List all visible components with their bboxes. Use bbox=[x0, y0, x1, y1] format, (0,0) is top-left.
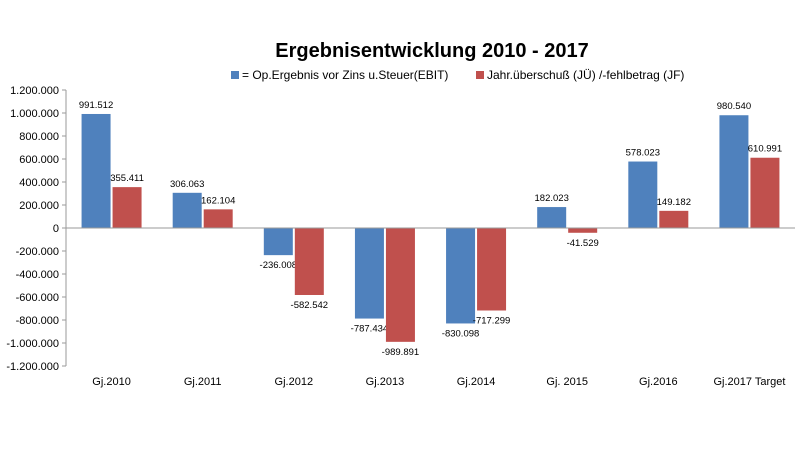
bar-jahresueberschuss-0 bbox=[112, 187, 142, 228]
y-tick-label: -600.000 bbox=[16, 292, 59, 304]
bar-ebit-0 bbox=[81, 113, 111, 228]
x-tick-label: Gj.2017 Target bbox=[713, 376, 785, 388]
data-label-jahresueberschuss-1: 162.104 bbox=[201, 195, 235, 206]
y-tick-label: 400.000 bbox=[19, 177, 59, 189]
x-tick-label: Gj. 2015 bbox=[546, 376, 588, 388]
data-label-jahresueberschuss-3: -989.891 bbox=[382, 347, 420, 358]
data-label-jahresueberschuss-2: -582.542 bbox=[291, 300, 329, 311]
x-tick-label: Gj.2013 bbox=[366, 376, 405, 388]
x-tick-label: Gj.2012 bbox=[275, 376, 314, 388]
y-tick-label: 200.000 bbox=[19, 200, 59, 212]
bar-jahresueberschuss-2 bbox=[294, 228, 324, 295]
y-tick-label: 600.000 bbox=[19, 154, 59, 166]
x-tick-label: Gj.2011 bbox=[184, 376, 222, 388]
bar-jahresueberschuss-4 bbox=[477, 228, 507, 311]
data-label-jahresueberschuss-7: 610.991 bbox=[748, 144, 782, 155]
y-tick-label: -200.000 bbox=[16, 246, 59, 258]
x-axis: Gj.2010 Gj.2011 Gj.2012 Gj.2013 Gj.2014 Gj. 2… bbox=[92, 376, 785, 388]
x-tick-label: Gj.2014 bbox=[457, 376, 496, 388]
bar-jahresueberschuss-5 bbox=[568, 228, 598, 233]
x-tick-label: Gj.2016 bbox=[639, 376, 678, 388]
data-label-ebit-0: 991.512 bbox=[79, 100, 113, 111]
y-tick-label: 800.000 bbox=[19, 131, 59, 143]
bar-ebit-7 bbox=[719, 115, 749, 228]
chart-title: Ergebnisentwicklung 2010 - 2017 bbox=[275, 40, 588, 62]
bar-jahresueberschuss-3 bbox=[385, 228, 415, 342]
bar-jahresueberschuss-7 bbox=[750, 157, 780, 228]
data-label-jahresueberschuss-6: 149.182 bbox=[657, 197, 691, 208]
legend-swatch-ebit bbox=[231, 71, 239, 79]
bar-ebit-3 bbox=[354, 228, 384, 319]
y-tick-label: 1.200.000 bbox=[10, 85, 59, 97]
y-tick-label: -1.200.000 bbox=[6, 361, 59, 373]
bar-jahresueberschuss-1 bbox=[203, 209, 233, 228]
bar-ebit-1 bbox=[172, 192, 202, 228]
y-tick-label: -1.000.000 bbox=[6, 338, 59, 350]
data-label-jahresueberschuss-5: -41.529 bbox=[567, 238, 599, 249]
bar-ebit-4 bbox=[446, 228, 476, 324]
y-tick-label: -400.000 bbox=[16, 269, 59, 281]
legend-label-ebit: = Op.Ergebnis vor Zins u.Steuer(EBIT) bbox=[242, 68, 448, 82]
y-axis: 1.200.000 1.000.000 800.000 600.000 400.000 2… bbox=[6, 85, 66, 373]
data-label-jahresueberschuss-4: -717.299 bbox=[473, 315, 511, 326]
data-label-ebit-5: 182.023 bbox=[535, 193, 569, 204]
bar-jahresueberschuss-6 bbox=[659, 210, 689, 228]
data-label-ebit-1: 306.063 bbox=[170, 179, 204, 190]
bar-ebit-5 bbox=[537, 207, 567, 228]
y-tick-label: 1.000.000 bbox=[10, 108, 59, 120]
y-tick-label: -800.000 bbox=[16, 315, 59, 327]
data-label-ebit-3: -787.434 bbox=[351, 324, 389, 335]
data-label-jahresueberschuss-0: 355.411 bbox=[110, 173, 144, 184]
bars: 991.512 355.411 306.063 162.104 -236.008 -582… bbox=[79, 100, 782, 358]
x-tick-label: Gj.2010 bbox=[92, 376, 131, 388]
data-label-ebit-6: 578.023 bbox=[626, 148, 660, 159]
legend-swatch-jahresueberschuss bbox=[476, 71, 484, 79]
legend: = Op.Ergebnis vor Zins u.Steuer(EBIT) Ja… bbox=[231, 68, 684, 82]
legend-label-jahresueberschuss: Jahr.überschuß (JÜ) /-fehlbetrag (JF) bbox=[487, 68, 684, 82]
bar-ebit-2 bbox=[263, 228, 293, 256]
data-label-ebit-4: -830.098 bbox=[442, 328, 480, 339]
data-label-ebit-7: 980.540 bbox=[717, 101, 751, 112]
y-tick-label: 0 bbox=[53, 223, 59, 235]
data-label-ebit-2: -236.008 bbox=[260, 260, 298, 271]
bar-ebit-6 bbox=[628, 161, 658, 228]
